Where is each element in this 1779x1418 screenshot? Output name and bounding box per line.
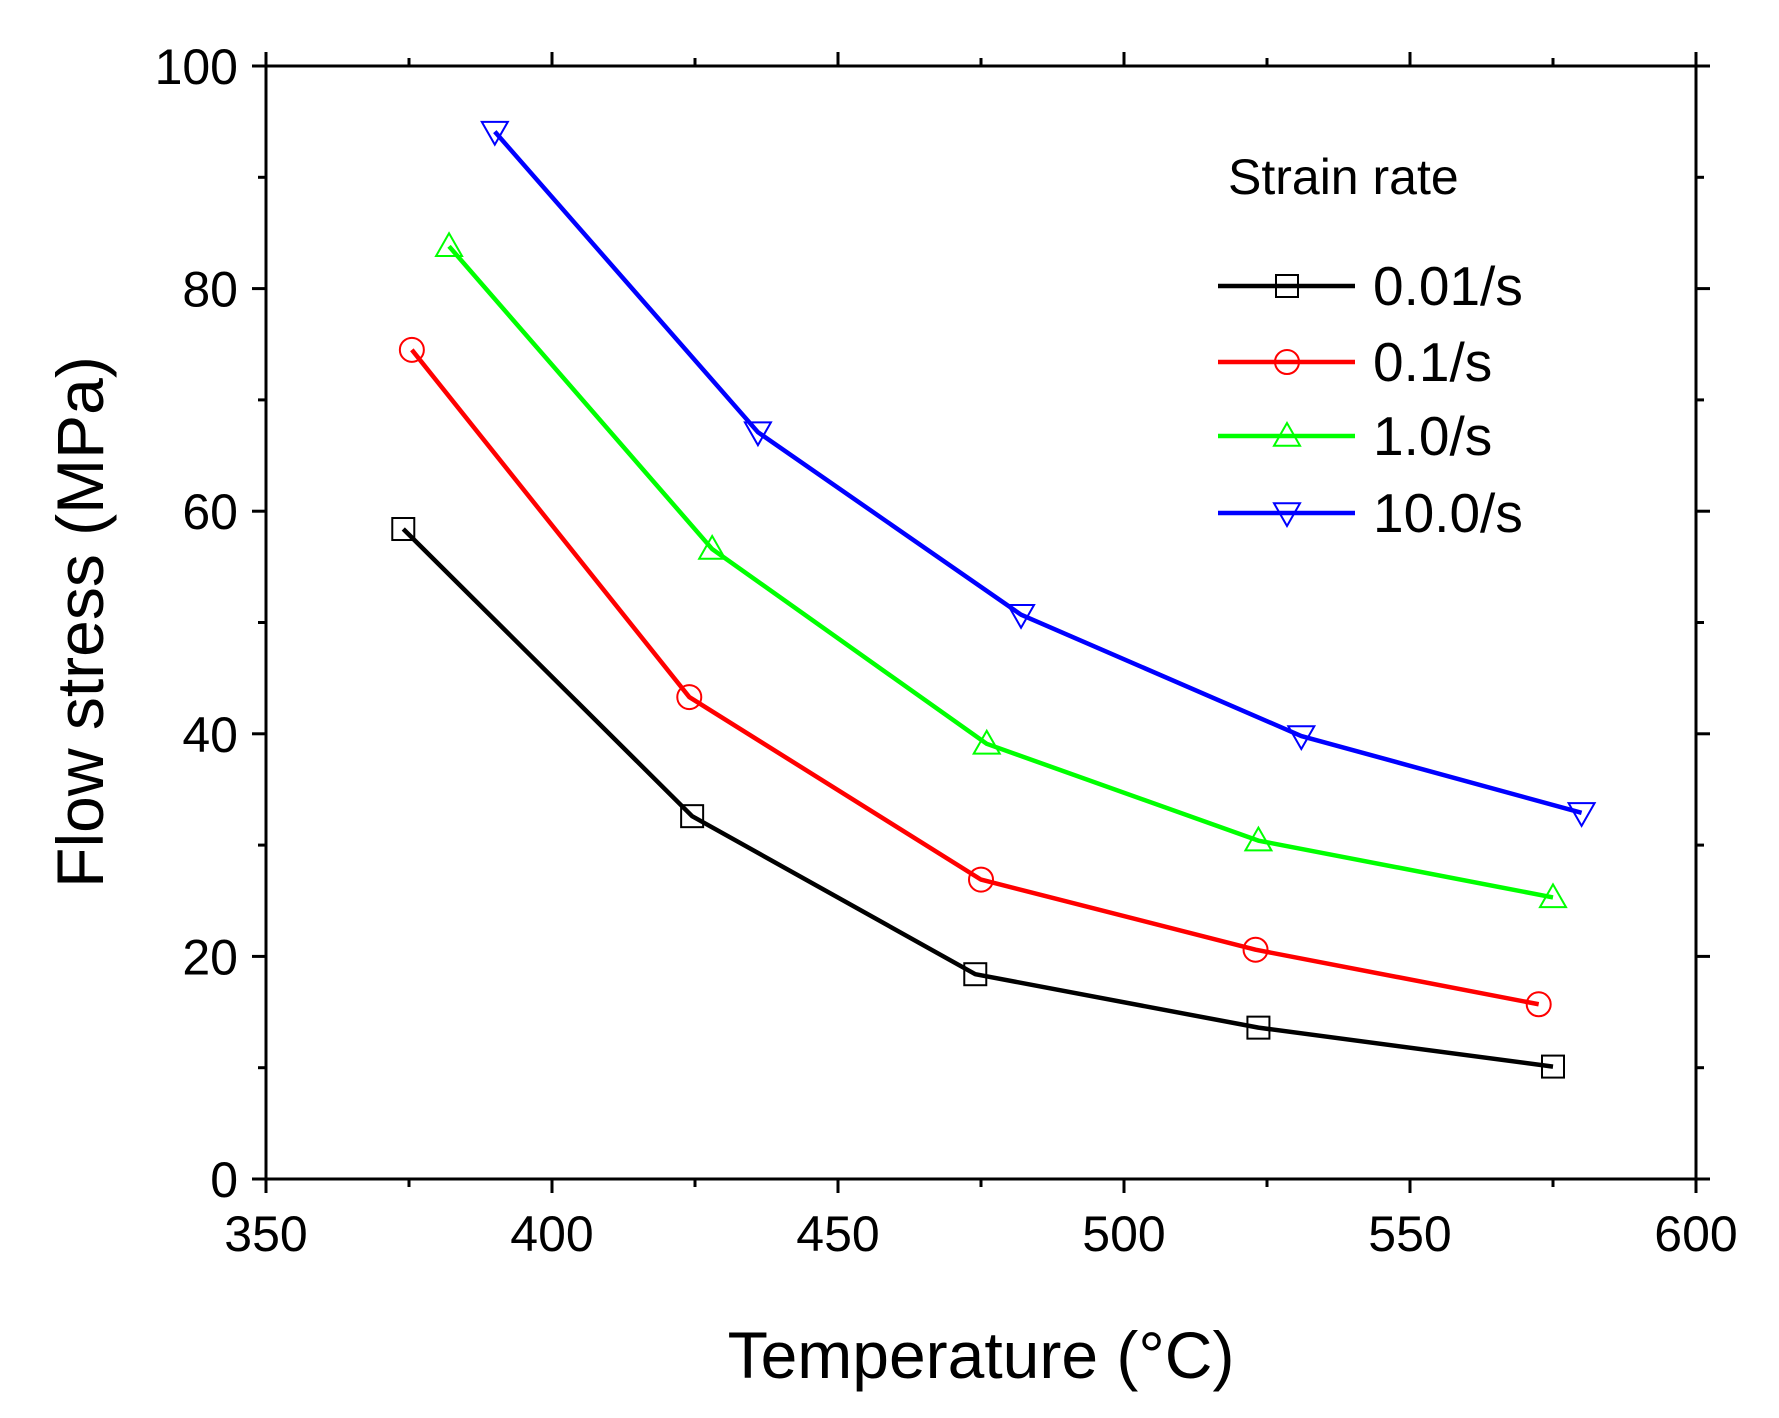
x-tick-label: 350 xyxy=(224,1206,307,1262)
data-point xyxy=(480,120,510,147)
data-point xyxy=(1541,1054,1565,1079)
data-point xyxy=(1242,936,1269,963)
x-tick-label: 450 xyxy=(796,1206,879,1262)
data-point xyxy=(1243,825,1274,852)
legend-marker xyxy=(1272,420,1302,447)
data-point xyxy=(963,962,988,987)
x-axis-label: Temperature (°C) xyxy=(728,1318,1235,1392)
series-lines xyxy=(401,130,1583,1069)
data-point xyxy=(1006,603,1036,630)
axis-tick-labels: 350 400 450 500 550 600 0 20 40 60 80 100 xyxy=(155,39,1738,1262)
data-point xyxy=(1286,725,1317,752)
data-point xyxy=(1538,882,1568,909)
plot-frame xyxy=(264,64,1698,1181)
legend-marker xyxy=(1275,274,1299,298)
series-line xyxy=(401,527,1554,1069)
series-line xyxy=(447,244,1554,900)
data-point xyxy=(398,336,425,363)
legend: Strain rate 0.01/s 0.1/s 1.0/s 10.0/s xyxy=(1218,149,1523,544)
series-markers xyxy=(391,120,1597,1079)
data-point xyxy=(971,728,1002,755)
y-tick-label: 40 xyxy=(182,707,238,763)
legend-label: 0.1/s xyxy=(1373,331,1492,393)
data-point xyxy=(1566,802,1597,828)
legend-marker xyxy=(1274,349,1300,375)
legend-marker xyxy=(1272,502,1302,529)
data-point xyxy=(676,684,703,711)
y-tick-label: 60 xyxy=(182,484,238,540)
data-point xyxy=(1246,1015,1271,1040)
data-point xyxy=(680,804,705,829)
y-axis-label: Flow stress (MPa) xyxy=(43,356,117,888)
x-tick-label: 600 xyxy=(1654,1206,1737,1262)
data-point xyxy=(434,231,464,258)
legend-label: 10.0/s xyxy=(1373,482,1523,544)
x-tick-label: 550 xyxy=(1368,1206,1451,1262)
data-point xyxy=(743,421,773,448)
legend-title: Strain rate xyxy=(1228,149,1459,205)
series-line xyxy=(410,348,1540,1007)
y-tick-label: 20 xyxy=(182,929,238,985)
data-point xyxy=(697,534,727,560)
y-tick-label: 0 xyxy=(210,1152,238,1208)
series-line xyxy=(493,130,1583,815)
y-tick-label: 100 xyxy=(155,39,238,95)
data-point xyxy=(391,517,416,542)
x-tick-label: 400 xyxy=(510,1206,593,1262)
legend-label: 0.01/s xyxy=(1373,255,1523,317)
y-tick-label: 80 xyxy=(182,262,238,318)
data-point xyxy=(1525,991,1552,1018)
x-tick-label: 500 xyxy=(1082,1206,1165,1262)
data-point xyxy=(968,866,994,893)
legend-label: 1.0/s xyxy=(1373,405,1492,467)
